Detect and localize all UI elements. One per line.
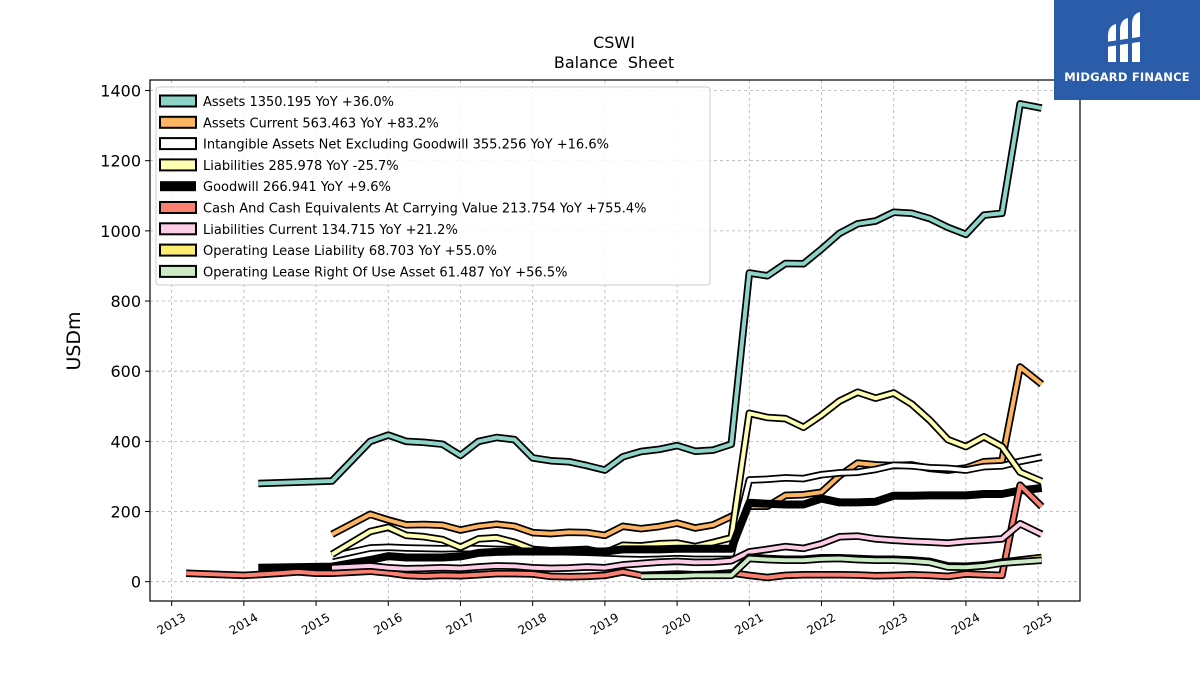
legend-swatch-1 [159,115,197,129]
legend-box [155,86,711,286]
legend-swatch-3 [159,158,197,172]
legend-swatch-5 [159,201,197,214]
legend-label-5: Cash And Cash Equivalents At Carrying Va… [203,202,646,217]
legend-label-0: Assets 1350.195 YoY +36.0% [203,95,394,110]
legend-swatch-8 [159,264,197,278]
chart-subtitle: Balance Sheet [554,53,674,72]
series-line-3 [330,390,1043,557]
x-tick-label: 2015 [299,610,332,637]
brand-logo: MIDGARD FINANCE [1054,0,1200,100]
x-tick-label: 2020 [660,610,693,637]
x-tick-label: 2018 [516,610,549,637]
x-tick-label: 2022 [805,610,838,637]
y-tick-label: 400 [110,432,141,451]
x-tick-label: 2014 [227,610,260,637]
legend-label-4: Goodwill 266.941 YoY +9.6% [203,180,391,195]
series-line-4 [258,484,1043,572]
series-line-6 [331,521,1043,571]
legend-label-6: Liabilities Current 134.715 YoY +21.2% [203,223,458,238]
series-line-8 [640,556,1042,579]
legend: Assets 1350.195 YoY +36.0% Assets Current… [155,86,711,286]
brand-name: MIDGARD FINANCE [1064,70,1190,84]
y-tick-label: 600 [110,362,141,381]
y-tick-label: 1400 [100,82,141,101]
y-tick-label: 0 [131,573,141,592]
y-tick-label: 1000 [100,222,141,241]
legend-swatch-2 [159,137,197,151]
x-tick-label: 2019 [588,610,621,637]
legend-swatch-4 [160,181,196,192]
legend-swatch-6 [159,222,197,236]
y-tick-label: 1200 [100,152,141,171]
legend-swatch-0 [159,94,197,108]
chart-title: CSWI [593,33,635,52]
x-tick-label: 2021 [732,610,765,637]
x-tick-label: 2017 [443,610,476,637]
y-tick-label: 800 [110,292,141,311]
series-lines [185,100,1045,582]
x-tick-label: 2024 [949,610,982,637]
brand-mark-icon [1106,12,1146,62]
legend-label-3: Liabilities 285.978 YoY -25.7% [203,159,399,174]
x-tick-label: 2013 [155,610,188,637]
series-outline-3 [330,388,1044,558]
legend-label-8: Operating Lease Right Of Use Asset 61.48… [203,265,567,280]
legend-label-1: Assets Current 563.463 YoY +83.2% [203,116,439,131]
x-tick-label: 2016 [371,610,404,637]
x-tick-label: 2023 [877,610,910,637]
y-axis-label: USDm [63,311,85,370]
x-tick-label: 2025 [1021,610,1054,637]
legend-label-7: Operating Lease Liability 68.703 YoY +55… [203,244,497,259]
y-tick-label: 200 [110,503,141,522]
series-line-0 [258,101,1043,486]
plot-frame [149,79,1081,602]
legend-swatch-7 [159,243,197,257]
legend-label-2: Intangible Assets Net Excluding Goodwill… [203,138,609,153]
